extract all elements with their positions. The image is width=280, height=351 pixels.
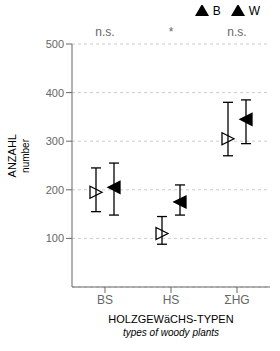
- svg-text:ΣHG: ΣHG: [224, 293, 249, 307]
- svg-text:200: 200: [46, 184, 64, 196]
- html-text:B: B: [212, 4, 221, 18]
- svg-text:500: 500: [46, 38, 64, 50]
- svg-text:HS: HS: [163, 293, 180, 307]
- svg-text:100: 100: [46, 232, 64, 244]
- svg-text:n.s.: n.s.: [95, 25, 114, 39]
- html-text:ANZAHL: ANZAHL: [5, 133, 18, 178]
- svg-text:BS: BS: [97, 293, 113, 307]
- svg-text:n.s.: n.s.: [227, 25, 246, 39]
- html-text:number: number: [19, 138, 31, 173]
- html-text:W: W: [248, 4, 260, 18]
- svg-text:400: 400: [46, 87, 64, 99]
- html-text:HOLZGEWäCHS-TYPEN: HOLZGEWäCHS-TYPEN: [108, 313, 234, 325]
- html-text:types of woody plants: types of woody plants: [122, 327, 220, 338]
- svg-text:*: *: [169, 25, 174, 39]
- svg-text:300: 300: [46, 135, 64, 147]
